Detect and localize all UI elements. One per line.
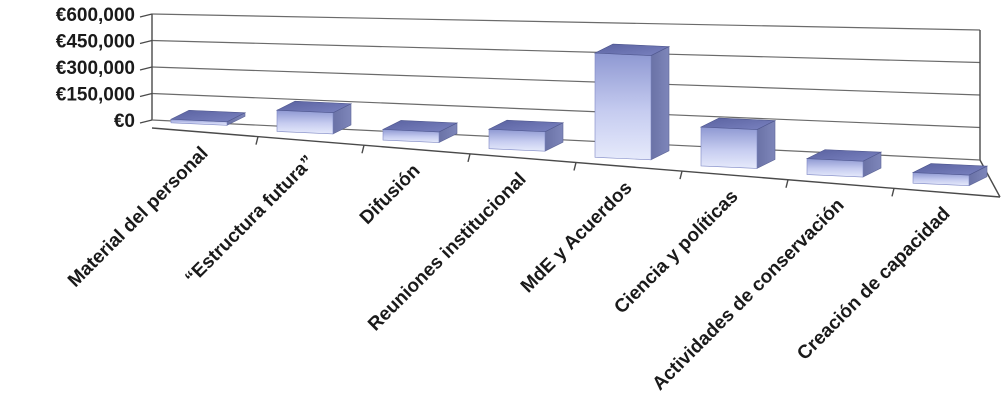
bar [593,43,671,161]
bar-top [487,119,565,133]
bar [911,163,989,187]
bar-front [488,128,546,152]
bar-side [650,46,670,161]
x-tick-label: “Estructura futura” [181,152,318,289]
x-tick-label: Ciencia y políticas [610,186,742,318]
gridline [151,92,981,129]
bar-top [805,149,883,162]
y-tick-mark [139,39,153,45]
x-tick-label: MdE y Acuerdos [517,177,637,297]
bar-front [806,158,864,178]
y-tick-label: €150,000 [56,85,135,106]
x-tick-mark [361,145,365,154]
x-tick-mark [467,153,471,163]
bar-front [594,52,652,161]
x-tick-label: Difusión [356,160,425,229]
gridline [151,66,981,96]
x-tick-mark [785,179,789,188]
bar-front [276,109,334,135]
y-axis: €0 €150,000 €300,000 €450,000 €600,000 [56,5,135,132]
y-tick-mark [139,119,153,124]
bar-top [911,163,989,176]
x-axis-labels: Material del personal“Estructura futura”… [64,143,955,395]
y-tick-mark [139,92,153,98]
y-tick-label: €600,000 [56,5,135,26]
bar [381,120,459,144]
bar-top [275,100,353,114]
y-tick-mark [139,13,153,18]
bar [169,109,247,126]
bars [169,43,989,187]
x-tick-mark [573,162,577,171]
y-tick-label: €450,000 [56,32,135,53]
bar-top [169,109,247,123]
y-tick-mark [139,66,153,71]
x-tick-label: Actividades de conservación [649,195,849,395]
bar-top [593,43,671,56]
x-tick-mark [679,170,683,180]
gridline [151,39,981,64]
gridline [151,13,981,31]
bar [275,100,353,135]
bar [699,117,777,169]
x-tick-mark [891,188,895,197]
y-tick-label: €0 [114,111,135,132]
bar-top [381,120,459,133]
bar-top [699,117,777,130]
bar [805,149,883,178]
x-tick-mark [255,136,259,145]
y-tick-label: €300,000 [56,58,135,79]
bar [487,119,565,152]
bar-front [700,126,758,169]
